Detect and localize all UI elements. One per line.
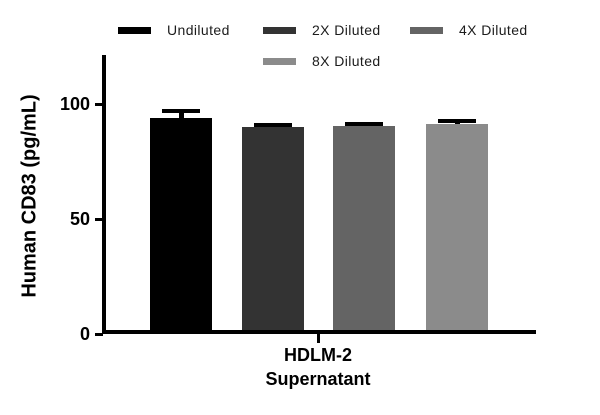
legend-swatch-undiluted: [118, 26, 151, 34]
x-axis-category-label: HDLM-2 Supernatant: [265, 345, 371, 389]
legend-item-undiluted: Undiluted: [118, 22, 230, 38]
y-tick-mark: [95, 217, 103, 221]
y-tick-label: 100: [59, 94, 90, 114]
legend-swatch-8x-diluted: [263, 57, 296, 65]
error-bar-stem: [178, 109, 184, 118]
y-tick-label: 0: [79, 324, 90, 344]
y-axis-title: Human CD83 (pg/mL): [18, 94, 41, 298]
error-bar-cap: [162, 108, 200, 113]
x-tick-mark: [316, 334, 320, 343]
y-tick-label: 50: [69, 209, 90, 229]
error-bar-cap: [254, 122, 292, 127]
x-axis-line: [102, 330, 536, 334]
legend-item-2x-diluted: 2X Diluted: [263, 22, 381, 38]
legend-swatch-2x-diluted: [263, 26, 296, 34]
legend-swatch-4x-diluted: [410, 26, 443, 34]
bar-4x-diluted: [333, 125, 395, 332]
legend-item-8x-diluted: 8X Diluted: [263, 53, 381, 69]
legend-label-2x-diluted: 2X Diluted: [312, 22, 381, 38]
y-tick-mark: [95, 102, 103, 106]
legend-item-4x-diluted: 4X Diluted: [410, 22, 528, 38]
y-axis-line: [102, 55, 106, 334]
bar-8x-diluted: [426, 123, 488, 332]
y-tick-mark: [95, 332, 103, 336]
bar-2x-diluted: [242, 127, 304, 332]
legend-label-8x-diluted: 8X Diluted: [312, 53, 381, 69]
legend-label-undiluted: Undiluted: [167, 22, 230, 38]
bar-undiluted: [150, 117, 212, 332]
legend-label-4x-diluted: 4X Diluted: [459, 22, 528, 38]
error-bar-cap: [438, 119, 476, 124]
error-bar-cap: [345, 121, 383, 126]
